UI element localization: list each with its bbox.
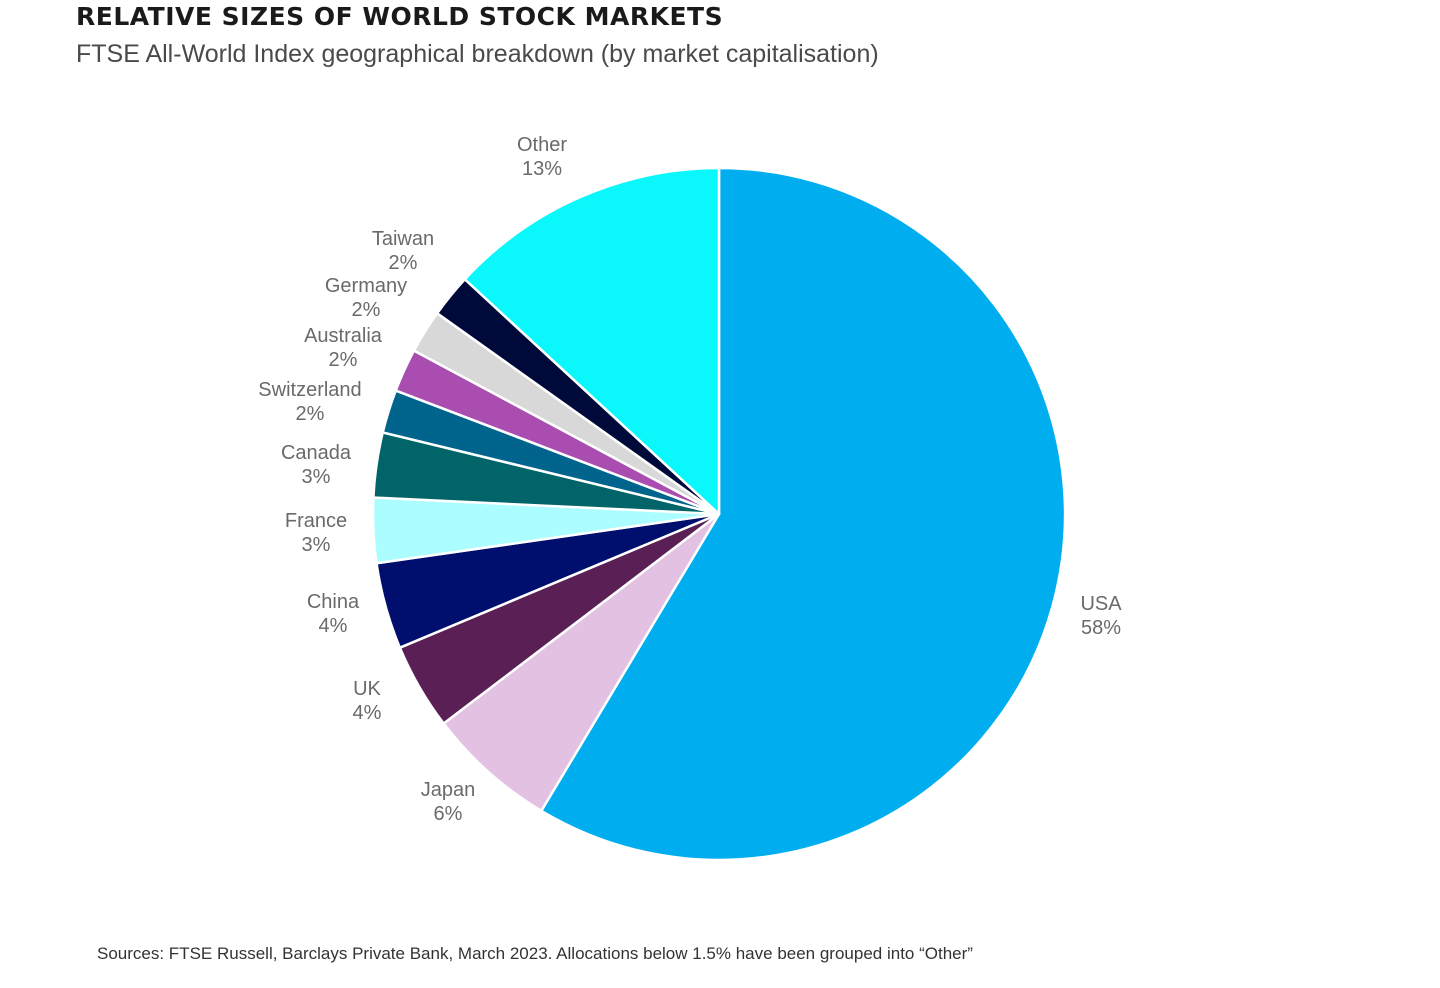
pie-slice-japan — [442, 512, 721, 813]
slice-value-france: 3% — [302, 534, 331, 556]
slice-label-france: France — [285, 510, 347, 532]
pie-slices — [371, 166, 1067, 862]
slice-value-taiwan: 2% — [389, 252, 418, 274]
slice-label-taiwan: Taiwan — [372, 228, 434, 250]
slice-label-canada: Canada — [281, 442, 352, 464]
slice-value-canada: 3% — [302, 466, 331, 488]
source-note: Sources: FTSE Russell, Barclays Private … — [97, 944, 973, 963]
slice-label-australia: Australia — [304, 325, 383, 347]
slice-label-china: China — [307, 591, 360, 613]
slice-label-usa: USA — [1080, 593, 1122, 615]
slice-value-switzerland: 2% — [296, 403, 325, 425]
slice-label-germany: Germany — [325, 275, 407, 297]
chart-subtitle: FTSE All-World Index geographical breakd… — [76, 40, 879, 68]
chart-title: RELATIVE SIZES OF WORLD STOCK MARKETS — [76, 2, 724, 31]
slice-value-usa: 58% — [1081, 617, 1121, 639]
slice-value-china: 4% — [319, 615, 348, 637]
slice-value-japan: 6% — [434, 803, 463, 825]
slice-value-uk: 4% — [353, 702, 382, 724]
slice-label-japan: Japan — [421, 779, 476, 801]
slice-label-other: Other — [517, 134, 567, 156]
slice-value-germany: 2% — [352, 299, 381, 321]
pie-slice-other — [463, 166, 721, 516]
slice-value-other: 13% — [522, 158, 562, 180]
slice-value-australia: 2% — [329, 349, 358, 371]
pie-slice-usa — [540, 166, 1067, 862]
slice-label-uk: UK — [353, 678, 381, 700]
slice-label-switzerland: Switzerland — [258, 379, 361, 401]
pie-labels: USA58%Japan6%UK4%China4%France3%Canada3%… — [258, 134, 1122, 825]
